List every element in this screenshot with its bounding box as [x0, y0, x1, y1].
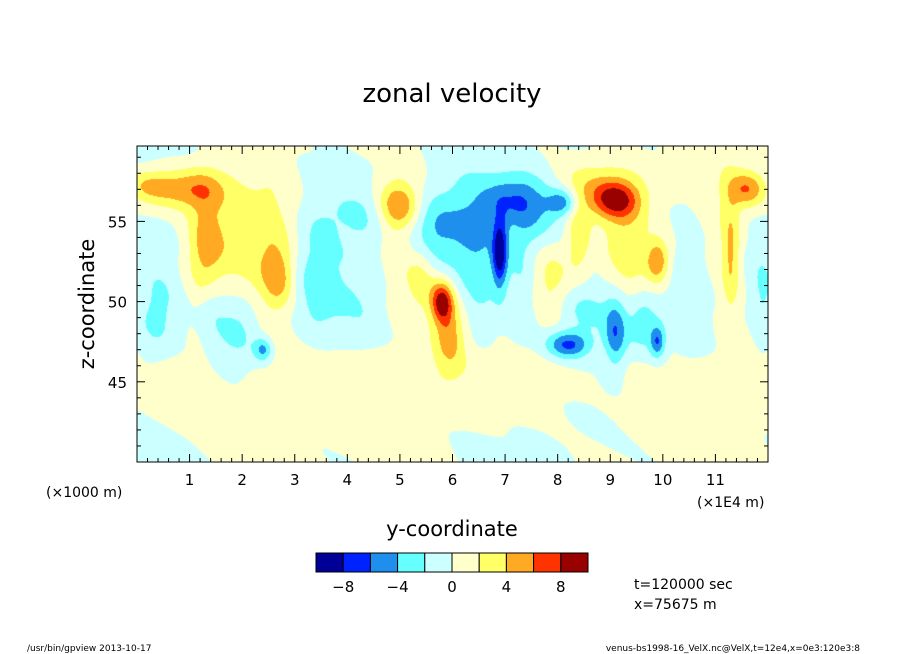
chart-title: zonal velocity — [362, 79, 541, 109]
colorbar-swatch — [478, 552, 507, 573]
y-axis-ticks: 45 50 55 — [108, 156, 768, 463]
y-tick-label: 50 — [108, 294, 127, 312]
colorbar-swatch — [533, 552, 562, 573]
x-tick-label: 10 — [653, 471, 672, 489]
y-tick-label: 55 — [108, 213, 127, 231]
colorbar-labels: −8 −4 0 4 8 — [332, 578, 565, 596]
x-tick-label: 4 — [343, 471, 353, 489]
time-annotation: t=120000 sec — [634, 577, 733, 593]
x-tick-label: 6 — [448, 471, 458, 489]
colorbar-label: 4 — [502, 578, 512, 596]
x-tick-label: 3 — [290, 471, 300, 489]
heatmap-field — [137, 146, 768, 462]
footer-left: /usr/bin/gpview 2013-10-17 — [27, 644, 151, 654]
colorbar-swatch — [397, 552, 426, 573]
x-axis-ticks: 1 2 3 4 5 6 7 8 9 10 11 — [136, 146, 769, 489]
position-annotation: x=75675 m — [634, 597, 717, 613]
colorbar-label: 8 — [556, 578, 566, 596]
x-tick-label: 9 — [605, 471, 615, 489]
colorbar-swatch — [342, 552, 371, 573]
y-axis-label: z-coordinate — [75, 239, 99, 370]
colorbar-swatch — [560, 552, 589, 573]
x-unit-suffix: (×1E4 m) — [697, 495, 764, 511]
colorbar-swatch — [505, 552, 535, 573]
x-axis-label: y-coordinate — [386, 517, 518, 541]
x-tick-label: 11 — [706, 471, 725, 489]
colorbar-label: −4 — [387, 578, 409, 596]
y-tick-label: 45 — [108, 374, 127, 392]
colorbar-swatch — [451, 552, 480, 573]
colorbar-swatch — [424, 552, 453, 573]
colorbar-label: 0 — [447, 578, 457, 596]
colorbar-swatch — [369, 552, 399, 573]
x-tick-label: 2 — [237, 471, 247, 489]
x-unit-prefix: (×1000 m) — [46, 485, 122, 501]
colorbar-swatch — [315, 552, 344, 573]
x-tick-label: 5 — [395, 471, 405, 489]
x-tick-label: 7 — [500, 471, 510, 489]
x-tick-label: 8 — [553, 471, 563, 489]
x-tick-label: 1 — [185, 471, 195, 489]
colorbar-label: −8 — [332, 578, 354, 596]
footer-right: venus-bs1998-16_VelX.nc@VelX,t=12e4,x=0e… — [606, 644, 860, 654]
colorbar — [315, 552, 589, 573]
